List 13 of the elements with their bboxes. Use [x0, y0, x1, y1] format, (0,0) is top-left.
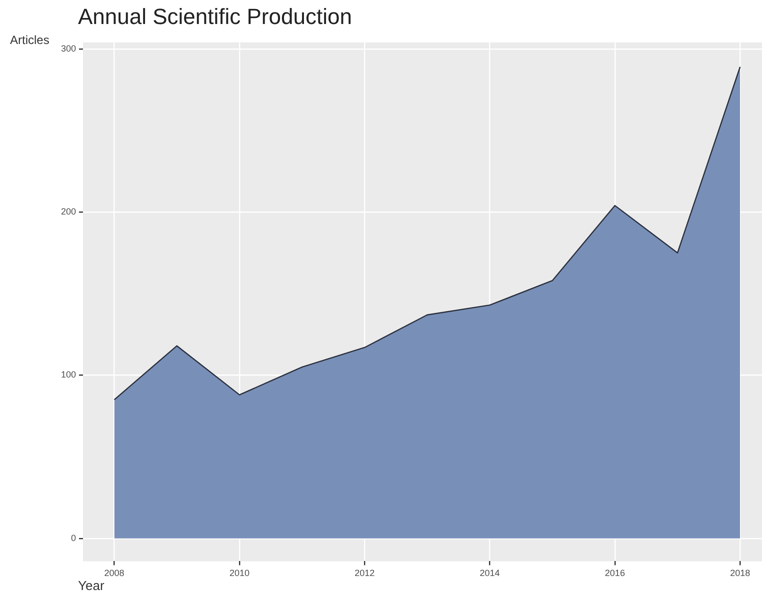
chart-title: Annual Scientific Production — [78, 4, 352, 30]
x-tick-label: 2014 — [480, 568, 500, 578]
x-axis-title: Year — [78, 578, 104, 593]
y-tick-label: 100 — [60, 370, 76, 380]
x-tick-label: 2012 — [354, 568, 375, 578]
y-axis-title: Articles — [10, 33, 50, 47]
x-tick-label: 2016 — [604, 568, 625, 578]
x-tick-label: 2010 — [229, 568, 250, 578]
x-tick-label: 2018 — [730, 568, 750, 578]
y-tick-label: 0 — [71, 532, 76, 543]
y-tick-label: 200 — [60, 206, 76, 217]
y-tick-label: 300 — [60, 43, 76, 54]
x-tick-label: 2008 — [104, 568, 124, 578]
